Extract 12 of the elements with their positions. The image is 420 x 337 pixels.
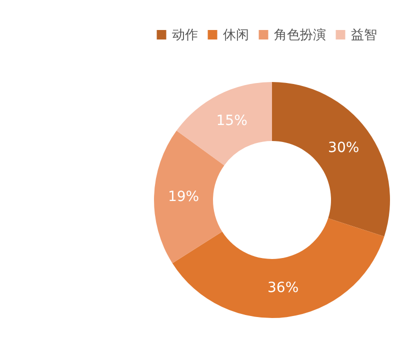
- donut-slice: [272, 82, 390, 236]
- data-label: 36%: [268, 280, 299, 296]
- donut-slice: [172, 218, 384, 318]
- legend-label: 动作: [172, 28, 198, 43]
- data-label: 15%: [216, 113, 248, 130]
- donut-slice: [176, 82, 272, 166]
- data-label: 19%: [168, 189, 200, 206]
- legend-label: 休闲: [223, 28, 249, 43]
- donut-slice: [154, 130, 224, 264]
- data-label: 30%: [328, 140, 360, 156]
- legend-label: 益智: [351, 28, 377, 43]
- legend-label: 角色扮演: [274, 28, 326, 43]
